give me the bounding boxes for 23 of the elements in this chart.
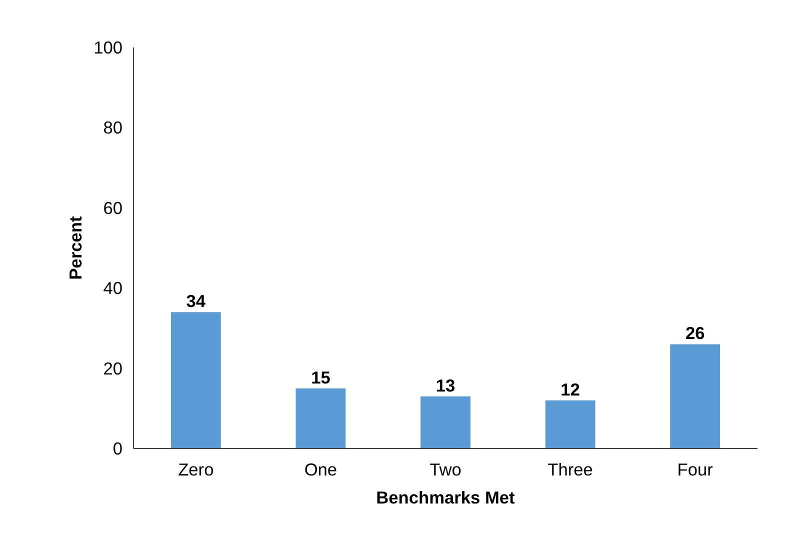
y-tick-label: 80 (103, 118, 123, 138)
y-tick-label: 0 (112, 438, 123, 458)
data-label: 12 (560, 379, 580, 400)
x-tick-label: Two (430, 460, 462, 480)
y-tick-label: 40 (103, 278, 123, 298)
x-axis-title: Benchmarks Met (376, 488, 516, 508)
y-axis-title: Percent (66, 216, 86, 280)
data-label: 13 (436, 375, 456, 396)
y-tick-label: 60 (103, 198, 123, 218)
bar (670, 344, 720, 448)
bar (296, 388, 346, 448)
bar (170, 312, 221, 448)
bar (545, 400, 596, 448)
bar (420, 396, 470, 448)
x-tick-label: Three (548, 460, 593, 480)
x-tick-label: Four (677, 460, 714, 480)
data-label: 15 (311, 367, 331, 388)
x-tick-label: One (304, 460, 338, 480)
data-label: 26 (685, 323, 706, 344)
y-tick-label: 20 (103, 358, 123, 378)
y-tick-label: 100 (94, 38, 123, 58)
data-label: 34 (186, 291, 206, 312)
x-tick-label: Zero (178, 460, 214, 480)
